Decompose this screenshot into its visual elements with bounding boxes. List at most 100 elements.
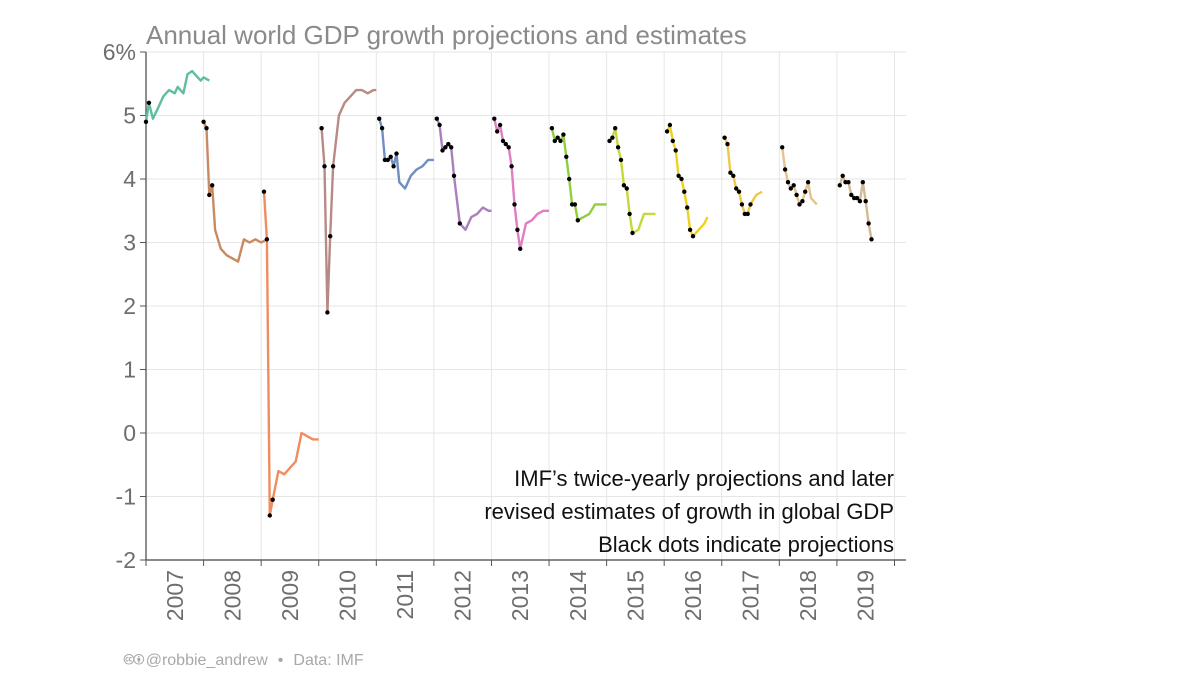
projection-dot-2016 xyxy=(673,148,678,153)
series-line-2011 xyxy=(378,118,434,190)
projection-dot-2016 xyxy=(690,234,696,239)
projection-dot-2007 xyxy=(146,100,152,106)
projection-dot-2013 xyxy=(495,129,500,134)
chart-annotation: IMF’s twice-yearly projections and later… xyxy=(484,462,894,561)
projection-dot-2019 xyxy=(866,221,871,226)
projection-dot-2011 xyxy=(388,154,393,159)
projection-dot-2017 xyxy=(725,141,730,147)
x-tick-label: 2016 xyxy=(680,570,706,621)
projection-dot-2017 xyxy=(745,211,750,217)
projection-dot-2012 xyxy=(457,221,462,226)
projection-dot-2019 xyxy=(849,192,854,198)
projection-dot-2010 xyxy=(319,126,324,131)
x-tick-label: 2010 xyxy=(335,570,361,621)
projection-dot-2011 xyxy=(385,157,390,163)
x-tick-label: 2017 xyxy=(738,570,764,621)
projection-dot-2017 xyxy=(748,202,753,207)
series-line-2012 xyxy=(435,118,492,231)
projection-dot-2015 xyxy=(621,183,627,188)
projection-dot-2016 xyxy=(682,189,687,194)
projection-dot-2018 xyxy=(782,167,788,172)
projection-dot-2012 xyxy=(451,173,457,178)
projection-dot-2014 xyxy=(549,126,555,131)
projection-dot-2019 xyxy=(854,195,860,201)
projection-dot-2016 xyxy=(679,176,684,182)
x-axis-ticks: 2007 2008 2009 2010 2011 2012 2013 2014 2015 2016… xyxy=(145,560,895,621)
projection-dot-2015 xyxy=(624,186,629,191)
projection-dot-2012 xyxy=(449,145,454,150)
projection-dot-2019 xyxy=(837,183,842,188)
credit-line: 🅭🅯 @robbie_andrew • Data: IMF xyxy=(124,650,364,670)
x-tick-label: 2008 xyxy=(219,570,245,621)
projection-dot-2008 xyxy=(204,126,209,131)
projection-dot-2008 xyxy=(201,119,206,125)
projection-dot-2011 xyxy=(377,116,382,121)
projection-dot-2010 xyxy=(325,310,330,315)
projection-dot-2013 xyxy=(497,122,503,128)
projection-dot-2014 xyxy=(555,135,560,140)
projection-dot-2017 xyxy=(739,202,745,207)
projection-dot-2017 xyxy=(728,170,733,175)
projection-dot-2015 xyxy=(615,145,621,150)
projection-dot-2013 xyxy=(512,202,517,207)
series-line-2010 xyxy=(320,88,377,314)
grid xyxy=(145,51,906,561)
projection-dot-2015 xyxy=(607,138,612,144)
projection-dot-2008 xyxy=(210,183,215,188)
projection-dot-2012 xyxy=(446,141,451,147)
x-tick-label: 2018 xyxy=(795,570,821,621)
chart-title: Annual world GDP growth projections and … xyxy=(146,20,747,50)
projection-dot-2018 xyxy=(805,180,811,185)
credit-separator: • xyxy=(277,652,284,669)
projection-dot-2017 xyxy=(734,186,739,191)
projection-dot-2018 xyxy=(791,183,796,188)
projection-dot-2015 xyxy=(630,230,635,236)
projection-dot-2019 xyxy=(863,199,868,204)
projection-dot-2014 xyxy=(558,138,563,144)
series-line-2015 xyxy=(608,126,656,235)
series-line-2007 xyxy=(144,69,210,122)
projection-dot-2017 xyxy=(731,173,736,178)
y-tick-label: 4 xyxy=(123,166,136,192)
credit-handle[interactable]: @robbie_andrew xyxy=(145,652,268,669)
x-tick-label: 2007 xyxy=(162,570,188,621)
projection-dot-2014 xyxy=(575,218,580,223)
projection-dot-2014 xyxy=(572,202,578,207)
series-line-2013 xyxy=(493,118,549,250)
series-line-2018 xyxy=(781,147,818,206)
projection-dot-2009 xyxy=(267,513,272,518)
projection-dot-2015 xyxy=(613,126,618,131)
projection-dot-2013 xyxy=(518,246,523,251)
projection-dot-2016 xyxy=(687,227,693,232)
annotation-line-3: Black dots indicate projections xyxy=(598,532,894,557)
cc-by-icon: 🅭🅯 xyxy=(124,652,144,669)
projection-dot-2010 xyxy=(328,234,333,239)
series-line-2019 xyxy=(838,174,873,240)
y-tick-label: 3 xyxy=(123,230,136,256)
annotation-line-2: revised estimates of growth in global GD… xyxy=(484,499,894,524)
projection-dot-2008 xyxy=(207,192,212,198)
x-tick-label: 2019 xyxy=(853,570,879,621)
x-tick-label: 2013 xyxy=(507,570,533,621)
projection-dot-2017 xyxy=(722,135,727,140)
y-tick-label: 0 xyxy=(123,420,136,446)
y-axis-ticks: -2 -1 0 1 2 3 4 5 6% xyxy=(103,39,146,573)
x-tick-label: 2014 xyxy=(565,570,591,621)
y-tick-label: 5 xyxy=(123,103,136,129)
projection-dot-2013 xyxy=(500,138,506,144)
projection-dot-2011 xyxy=(391,164,396,169)
projection-dot-2013 xyxy=(503,141,508,147)
projection-dot-2017 xyxy=(736,189,742,194)
projection-dot-2019 xyxy=(840,173,845,178)
projection-dot-2018 xyxy=(788,186,793,191)
projection-dot-2018 xyxy=(785,180,791,185)
y-tick-label: -2 xyxy=(116,547,136,573)
projection-dot-2009 xyxy=(270,497,275,502)
projection-dot-2014 xyxy=(567,176,572,182)
projection-dot-2013 xyxy=(509,164,514,169)
projection-dot-2010 xyxy=(330,164,336,169)
y-tick-label: 2 xyxy=(123,293,136,319)
projection-dot-2014 xyxy=(561,132,566,137)
series-line-2008 xyxy=(202,121,268,263)
projection-dot-2009 xyxy=(264,237,270,242)
